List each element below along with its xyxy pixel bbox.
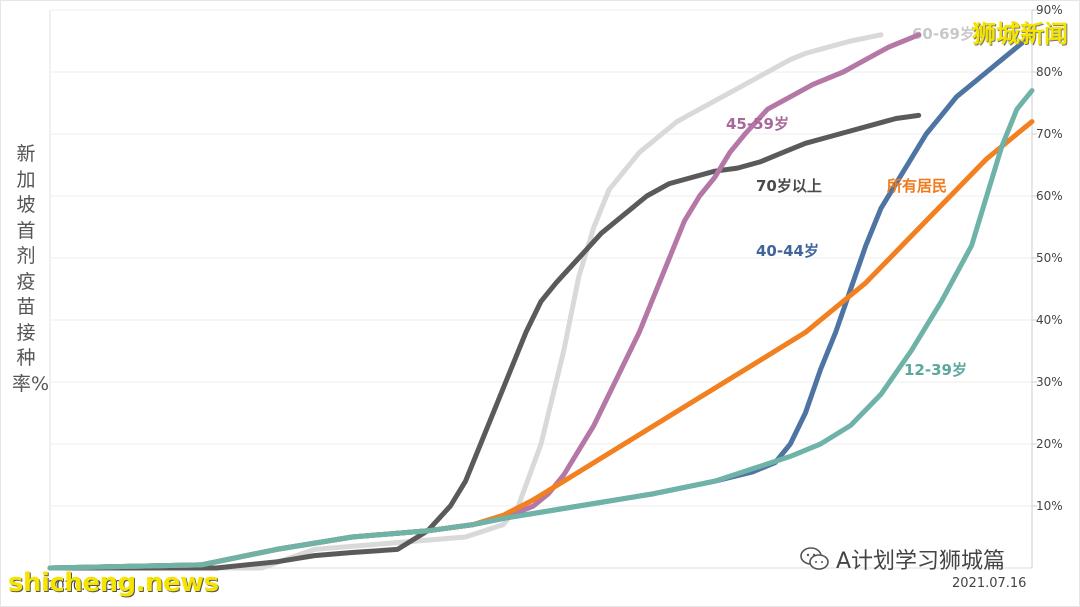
watermark-wechat: A计划学习狮城篇 <box>800 543 1005 575</box>
series-label: 45-59岁 <box>726 115 789 133</box>
x-tick-label: 2020.12.30 <box>48 579 122 594</box>
y-tick-label: 50% <box>1036 251 1063 265</box>
series-label: 40-44岁 <box>756 242 819 260</box>
x-tick-label: 2021.07.16 <box>952 576 1026 591</box>
watermark-bottom: shicheng.news <box>8 568 219 598</box>
series-label: 12-39岁 <box>904 361 967 379</box>
y-tick-label: 30% <box>1036 375 1063 389</box>
series-line <box>47 112 922 571</box>
y-axis-title: 新加坡首剂疫苗接种率% <box>12 143 50 395</box>
y-tick-label: 10% <box>1036 499 1063 513</box>
y-tick-label: 60% <box>1036 189 1063 203</box>
y-tick-label: 20% <box>1036 437 1063 451</box>
series-label: 所有居民 <box>887 177 947 195</box>
watermark-top: 狮城新闻 <box>972 20 1068 48</box>
y-tick-label: 70% <box>1036 127 1063 141</box>
watermark-wechat-text: A计划学习狮城篇 <box>836 549 1006 574</box>
series-line <box>47 32 884 571</box>
series-label: 60-69岁 <box>912 25 975 43</box>
y-tick-label: 40% <box>1036 313 1063 327</box>
wechat-icon <box>800 547 829 570</box>
series-label: 70岁以上 <box>756 177 822 195</box>
series-line <box>47 88 1035 571</box>
y-tick-label: 80% <box>1036 65 1063 79</box>
y-tick-label: 90% <box>1036 3 1063 17</box>
